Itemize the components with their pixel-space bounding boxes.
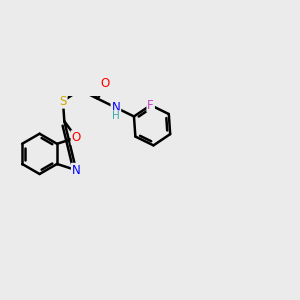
Text: O: O (101, 77, 110, 90)
Text: S: S (59, 95, 67, 108)
Text: H: H (112, 111, 120, 121)
Text: N: N (112, 101, 120, 114)
Text: O: O (72, 131, 81, 144)
Text: N: N (72, 164, 81, 177)
Text: F: F (147, 99, 154, 112)
